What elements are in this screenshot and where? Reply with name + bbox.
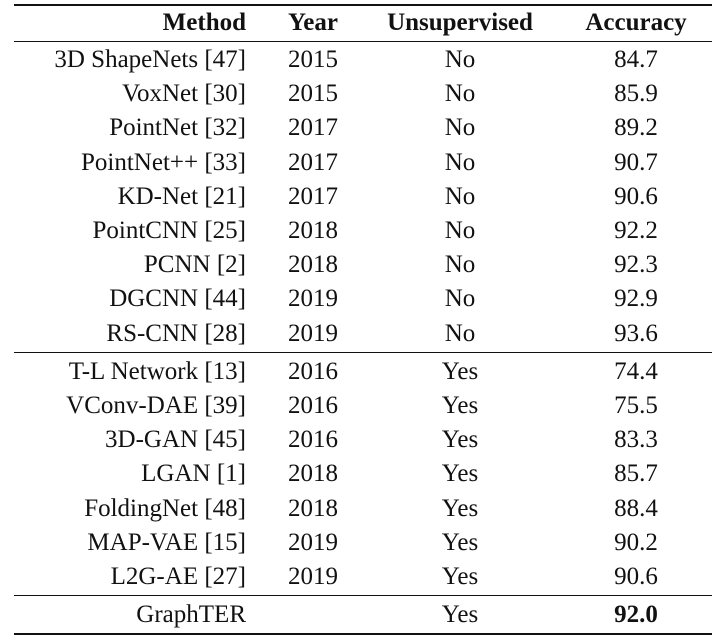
table-cell: 74.4 xyxy=(614,357,658,385)
table-cell: 2018 xyxy=(288,494,338,522)
table-cell: 84.7 xyxy=(614,46,658,73)
table-cell: 3D ShapeNets [47] xyxy=(54,46,246,73)
table-cell: GraphTER xyxy=(136,601,246,629)
table-cell: PointNet [32] xyxy=(109,114,246,142)
table-cell: 2018 xyxy=(288,217,338,244)
table-cell: 89.2 xyxy=(614,114,658,142)
table-cell: Yes xyxy=(441,563,479,590)
table-cell: No xyxy=(444,182,476,210)
table-cell: PointCNN [25] xyxy=(92,217,246,244)
table-cell: 90.7 xyxy=(614,148,658,176)
table-cell: 92.9 xyxy=(614,285,658,313)
table-cell: 90.2 xyxy=(614,528,658,556)
table-cell: 2018 xyxy=(288,460,338,488)
header-cell: Accuracy xyxy=(585,9,687,36)
table-cell: Yes xyxy=(441,528,479,556)
table-cell: Yes xyxy=(441,426,479,454)
table-cell: PointNet++ [33] xyxy=(81,148,246,176)
table-cell: 2019 xyxy=(288,319,338,347)
table-cell: No xyxy=(444,285,476,313)
table-cell: 75.5 xyxy=(614,392,658,419)
table-cell: 92.0 xyxy=(614,601,658,629)
table-cell: No xyxy=(444,46,476,73)
table-cell: No xyxy=(444,319,476,347)
header-rule xyxy=(14,41,712,42)
table-cell: VoxNet [30] xyxy=(122,80,246,108)
table-cell: Yes xyxy=(441,494,479,522)
header-cell: Year xyxy=(288,9,338,36)
bottom-rule xyxy=(14,633,712,635)
table-cell: 88.4 xyxy=(614,494,658,522)
table-cell: MAP-VAE [15] xyxy=(87,528,246,556)
table-cell: No xyxy=(444,80,476,108)
table-cell: No xyxy=(444,251,476,279)
table-cell: VConv-DAE [39] xyxy=(66,392,246,419)
table-cell: 92.2 xyxy=(614,217,658,244)
table-cell: LGAN [1] xyxy=(141,460,246,488)
header-cell: Unsupervised xyxy=(387,9,533,36)
table-cell: 93.6 xyxy=(614,319,658,347)
table-cell: 2019 xyxy=(288,285,338,313)
table-cell: 2019 xyxy=(288,528,338,556)
table-cell: 2017 xyxy=(288,148,338,176)
table-cell: T-L Network [13] xyxy=(68,357,246,385)
table-cell: Yes xyxy=(441,392,479,419)
table-cell: 83.3 xyxy=(614,426,658,454)
top-rule xyxy=(14,4,712,6)
table-cell: 2017 xyxy=(288,114,338,142)
header-cell: Method xyxy=(162,9,246,36)
table-cell: 2016 xyxy=(288,392,338,419)
table-cell: 85.9 xyxy=(614,80,658,108)
table-cell: 85.7 xyxy=(614,460,658,488)
table-cell: Yes xyxy=(441,460,479,488)
table-cell: RS-CNN [28] xyxy=(106,319,246,347)
table-cell: Yes xyxy=(441,357,479,385)
table-cell: KD-Net [21] xyxy=(117,182,246,210)
table-cell: 90.6 xyxy=(614,182,658,210)
table-cell: No xyxy=(444,217,476,244)
table-cell: 92.3 xyxy=(614,251,658,279)
table-cell: Yes xyxy=(441,601,479,629)
table-cell: L2G-AE [27] xyxy=(110,563,246,590)
table-cell: 2019 xyxy=(288,563,338,590)
table-cell: 2015 xyxy=(288,46,338,73)
table-cell: 90.6 xyxy=(614,563,658,590)
group-rule xyxy=(14,351,712,353)
table-cell: 2018 xyxy=(288,251,338,279)
table-cell: 2015 xyxy=(288,80,338,108)
table-cell: DGCNN [44] xyxy=(109,285,246,313)
table-cell: 3D-GAN [45] xyxy=(105,426,246,454)
table-cell: 2016 xyxy=(288,426,338,454)
table-cell: 2017 xyxy=(288,182,338,210)
table-cell: FoldingNet [48] xyxy=(84,494,246,522)
table-cell: No xyxy=(444,114,476,142)
table-cell: No xyxy=(444,148,476,176)
group-rule xyxy=(14,595,712,597)
table-cell: 2016 xyxy=(288,357,338,385)
table-cell: PCNN [2] xyxy=(143,251,246,279)
